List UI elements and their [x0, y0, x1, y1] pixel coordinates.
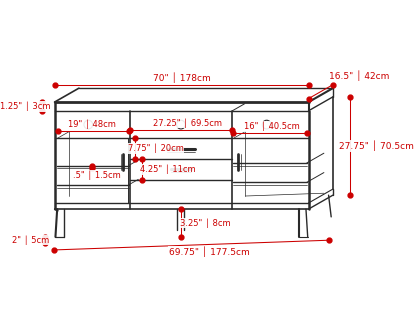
Text: 2" │ 5cm: 2" │ 5cm — [12, 235, 50, 245]
Text: 70" │ 178cm: 70" │ 178cm — [153, 72, 210, 83]
Text: 7.75" │ 20cm: 7.75" │ 20cm — [128, 144, 183, 153]
Text: 27.75" │ 70.5cm: 27.75" │ 70.5cm — [339, 141, 414, 151]
Text: 3.25" │ 8cm: 3.25" │ 8cm — [180, 218, 230, 228]
Text: 4.25" │ 11cm: 4.25" │ 11cm — [140, 164, 196, 174]
Text: 19" │ 48cm: 19" │ 48cm — [68, 120, 116, 129]
Text: 16" │ 40.5cm: 16" │ 40.5cm — [244, 121, 300, 131]
Text: .5" │ 1.5cm: .5" │ 1.5cm — [72, 170, 120, 180]
Text: 1.25" │ 3cm: 1.25" │ 3cm — [0, 102, 50, 111]
Text: 27.25" │ 69.5cm: 27.25" │ 69.5cm — [154, 118, 223, 128]
Text: 69.75" │ 177.5cm: 69.75" │ 177.5cm — [168, 247, 249, 257]
Text: 16.5" │ 42cm: 16.5" │ 42cm — [329, 71, 389, 81]
